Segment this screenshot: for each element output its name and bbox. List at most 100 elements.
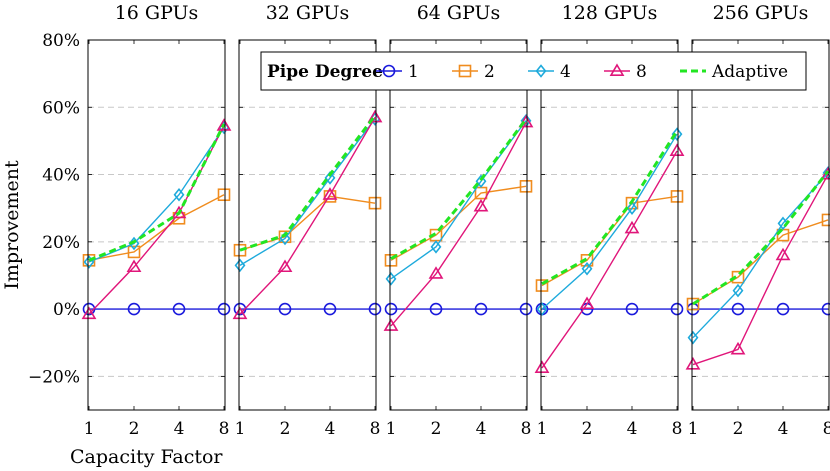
data-point-1: [384, 302, 398, 316]
series-line-4: [390, 120, 527, 280]
data-point-8: [367, 109, 383, 123]
y-tick-label: −20%: [28, 367, 80, 387]
panel-frame: [540, 39, 679, 411]
panel-5: 256 GPUs 1 2 4 8: [685, 2, 830, 439]
data-point-4: [671, 127, 683, 141]
data-point-1: [429, 302, 443, 316]
data-point-8: [277, 259, 293, 273]
data-point-8: [428, 266, 444, 279]
data-point-4: [385, 272, 397, 286]
data-point-1: [323, 302, 337, 316]
data-point-2: [278, 230, 292, 244]
y-tick-label: 40%: [42, 166, 80, 186]
data-point-8: [473, 198, 489, 212]
data-point-2: [519, 180, 533, 193]
legend-label: Adaptive: [711, 62, 788, 82]
y-tick-label: 20%: [42, 233, 80, 253]
data-point-8: [171, 205, 187, 219]
x-tick-label: 8: [219, 419, 230, 439]
data-point-2: [821, 213, 830, 227]
x-tick-label: 2: [582, 419, 593, 439]
data-point-1: [821, 302, 830, 316]
data-point-2: [384, 254, 398, 267]
data-point-1: [474, 302, 488, 316]
x-tick-label: 1: [386, 419, 397, 439]
series-line-adaptive: [541, 130, 679, 286]
x-tick-label: 2: [129, 419, 140, 439]
x-tick-label: 8: [521, 419, 532, 439]
data-point-4: [581, 261, 593, 276]
data-point-4: [173, 187, 185, 202]
data-point-1: [670, 302, 684, 316]
data-point-4: [475, 174, 487, 189]
x-tick-label: 8: [672, 419, 683, 439]
data-point-8: [730, 341, 746, 355]
x-tick-label: 2: [280, 419, 291, 439]
data-point-8: [383, 318, 399, 331]
data-point-1: [278, 302, 292, 316]
data-point-4: [687, 330, 699, 345]
series-line-8: [692, 174, 829, 366]
legend-marker: [458, 64, 472, 78]
data-point-2: [127, 245, 141, 259]
panel-2: 32 GPUs 1 2 4 8: [232, 2, 383, 439]
legend-label: 2: [484, 62, 495, 82]
series-line-4: [541, 133, 678, 310]
panel-title: 32 GPUs: [266, 2, 350, 24]
data-point-8: [775, 247, 791, 261]
legend-title: Pipe Degree: [267, 62, 383, 82]
data-point-4: [777, 216, 789, 231]
data-point-8: [579, 296, 595, 310]
data-point-2: [535, 279, 549, 292]
series-line-adaptive: [239, 114, 377, 252]
x-tick-label: 1: [537, 419, 548, 439]
data-point-2: [323, 190, 337, 203]
x-tick-label: 8: [823, 419, 830, 439]
data-point-8: [669, 143, 685, 156]
x-tick-label: 2: [733, 419, 744, 439]
data-point-1: [172, 302, 186, 316]
x-tick-label: 4: [174, 419, 185, 439]
legend-marker: [535, 64, 547, 78]
series-line-8: [541, 150, 678, 369]
data-point-8: [624, 220, 640, 234]
y-tick-label: 0%: [53, 300, 80, 320]
legend-marker: [382, 64, 396, 78]
data-point-4: [732, 283, 744, 298]
legend-label: 4: [560, 62, 571, 82]
y-axis-label: Improvement: [1, 160, 23, 290]
panel-title: 64 GPUs: [417, 2, 501, 24]
data-point-8: [534, 360, 550, 373]
x-tick-label: 4: [627, 419, 638, 439]
data-point-4: [626, 201, 638, 215]
series-line-2: [390, 185, 527, 261]
data-point-2: [233, 243, 247, 257]
legend-label: 1: [408, 62, 419, 82]
data-point-8: [322, 187, 338, 200]
series-line-8: [390, 122, 527, 327]
panel-frame: [87, 39, 226, 411]
series-line-8: [239, 117, 376, 315]
panel-title: 128 GPUs: [562, 2, 658, 24]
panel-frame: [238, 39, 377, 411]
series-line-adaptive: [692, 170, 830, 306]
series-line-8: [88, 125, 225, 315]
data-point-8: [216, 118, 232, 131]
data-point-4: [234, 258, 246, 273]
data-point-4: [324, 171, 336, 185]
data-point-2: [217, 188, 231, 202]
panel-3: 64 GPUs 1 2 4 8: [383, 2, 534, 439]
data-point-4: [430, 240, 442, 254]
data-point-2: [686, 297, 700, 311]
data-point-8: [685, 357, 701, 370]
data-point-1: [217, 302, 231, 316]
data-point-1: [731, 302, 745, 316]
x-tick-label: 1: [688, 419, 699, 439]
series-line-2: [88, 194, 225, 262]
x-tick-label: 8: [370, 419, 381, 439]
legend-label: 8: [636, 62, 647, 82]
data-point-4: [536, 302, 548, 316]
data-point-1: [625, 302, 639, 316]
x-axis-label: Capacity Factor: [70, 446, 223, 468]
data-point-8: [232, 306, 248, 320]
